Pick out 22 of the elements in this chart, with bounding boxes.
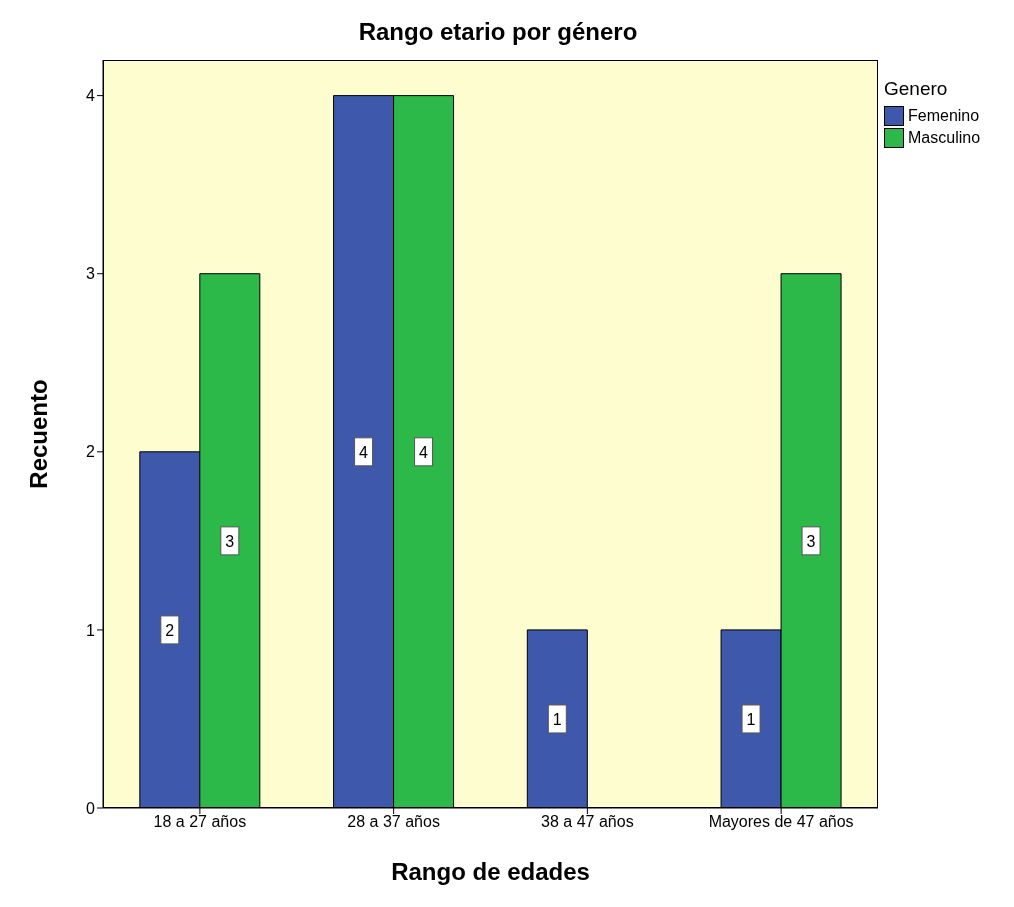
data-label: 4 bbox=[359, 443, 369, 461]
x-tick-label: 18 a 27 años bbox=[153, 813, 247, 831]
data-label: 1 bbox=[746, 710, 756, 728]
x-tick-label: 28 a 37 años bbox=[347, 813, 440, 831]
y-tick-label: 2 bbox=[86, 443, 96, 461]
legend-label: Masculino bbox=[908, 129, 981, 147]
legend-label: Femenino bbox=[908, 107, 980, 125]
x-axis-title: Rango de edades bbox=[391, 858, 590, 885]
y-tick-label: 0 bbox=[86, 799, 96, 817]
y-axis-title: Recuento bbox=[24, 379, 52, 489]
y-tick-label: 1 bbox=[86, 621, 96, 639]
data-label: 4 bbox=[419, 443, 429, 461]
y-tick-label: 3 bbox=[86, 265, 96, 283]
data-label: 2 bbox=[165, 621, 175, 639]
x-tick-label: Mayores de 47 años bbox=[708, 813, 854, 831]
data-label: 3 bbox=[806, 532, 816, 550]
data-label: 1 bbox=[552, 710, 562, 728]
data-label: 3 bbox=[225, 532, 235, 550]
chart-title: Rango etario por género bbox=[357, 18, 639, 46]
y-tick-label: 4 bbox=[86, 87, 96, 105]
x-tick-label: 38 a 47 años bbox=[541, 813, 634, 831]
legend-title: Genero bbox=[884, 78, 949, 100]
